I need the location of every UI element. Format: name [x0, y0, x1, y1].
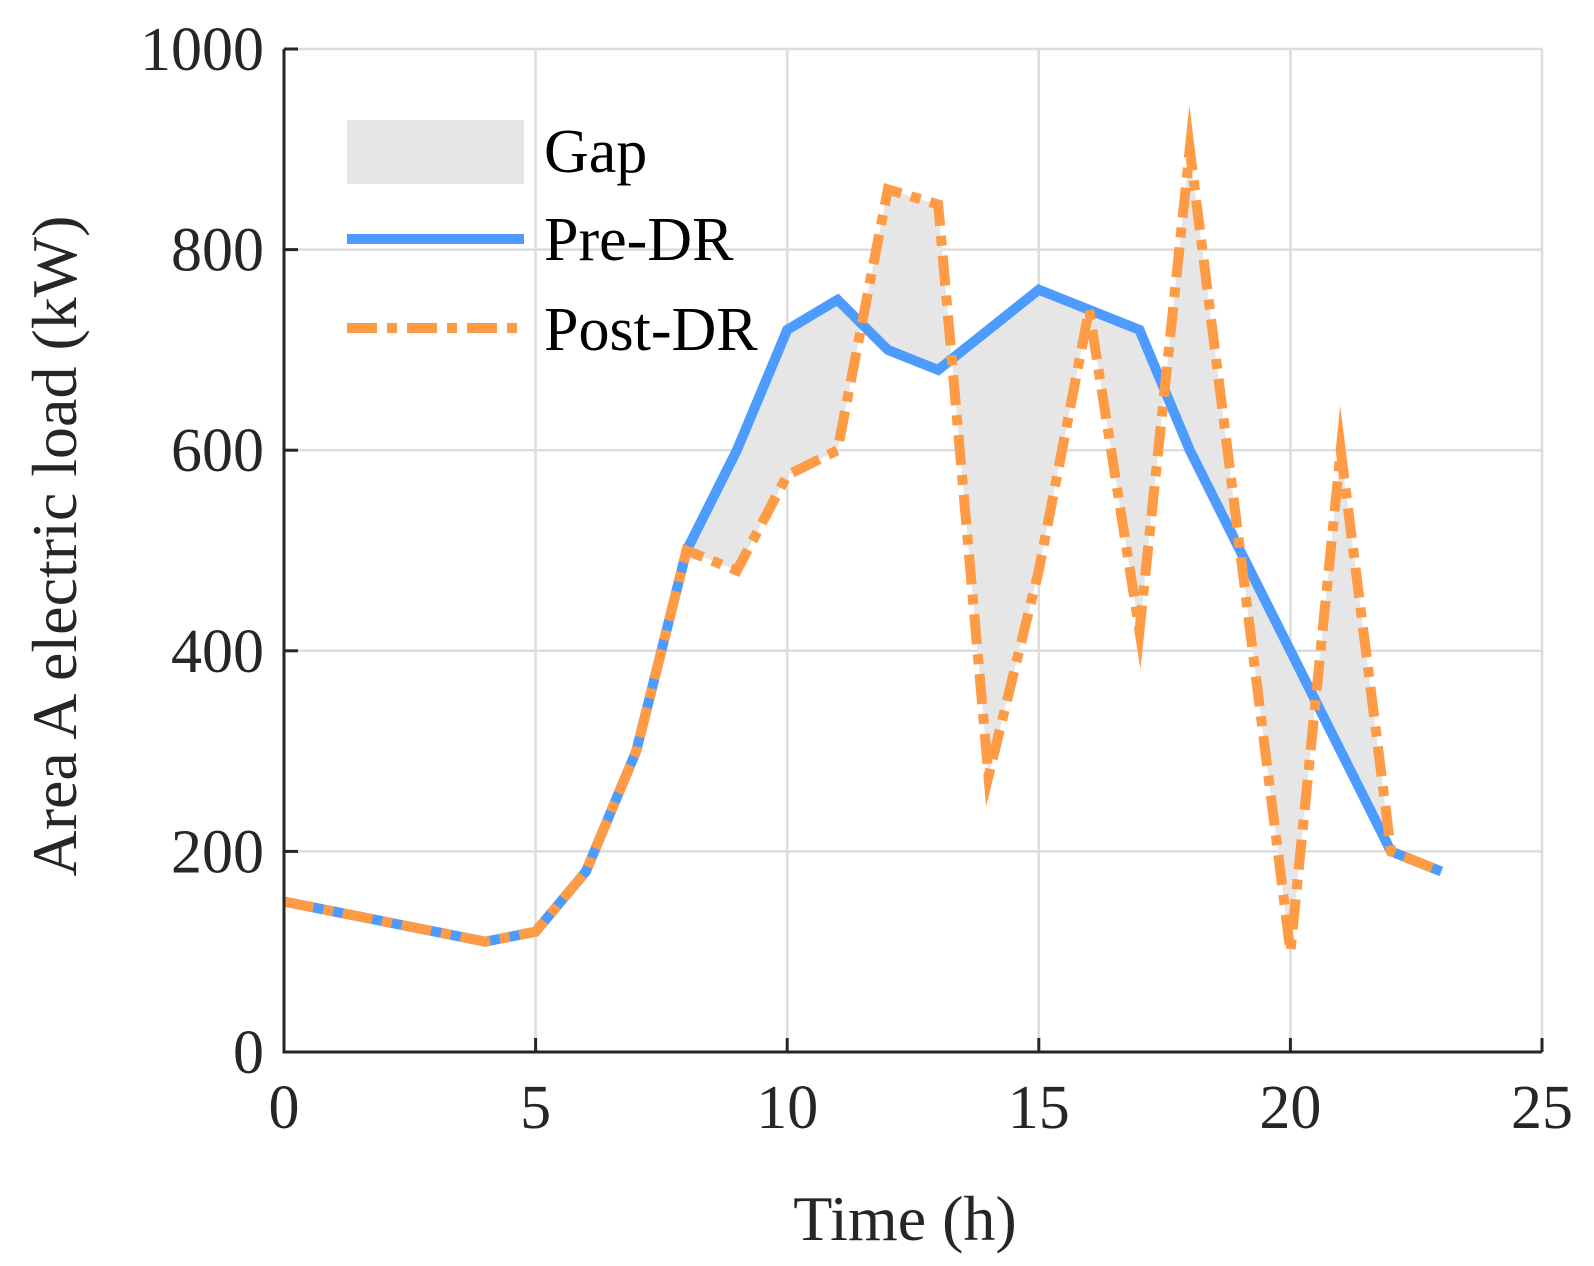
- axes: [282, 47, 1544, 1054]
- y-tick-label: 400: [171, 618, 264, 686]
- x-tick-label: 0: [269, 1074, 300, 1142]
- x-tick-label: 10: [756, 1074, 818, 1142]
- series-layer: [283, 105, 1444, 997]
- x-tick-label: 5: [520, 1074, 551, 1142]
- legend-pre-dr-label: Pre-DR: [544, 206, 734, 274]
- pre-dr-series-line: [283, 283, 1444, 947]
- y-tick-label: 200: [171, 818, 264, 886]
- y-axis-title: Area A electric load (kW): [19, 216, 90, 877]
- legend-post-dr-label: Post-DR: [544, 296, 758, 364]
- legend-gap-swatch: [347, 120, 524, 184]
- legend-gap-label: Gap: [544, 118, 647, 186]
- y-tick-label: 1000: [140, 16, 264, 84]
- gap-area-layer: [284, 149, 1442, 952]
- y-tick-label: 600: [171, 417, 264, 485]
- y-tick-label: 0: [233, 1019, 264, 1087]
- x-axis-title: Time (h): [793, 1183, 1016, 1254]
- legend: Gap Pre-DR Post-DR: [347, 118, 758, 364]
- post-dr-series-line: [283, 105, 1444, 997]
- y-tick-label: 800: [171, 217, 264, 285]
- tick-labels: 0 5 10 15 20 25 0 200 400 600 800 1000: [140, 16, 1573, 1142]
- gap-area: [284, 149, 1442, 952]
- x-tick-label: 20: [1259, 1074, 1321, 1142]
- x-tick-label: 25: [1511, 1074, 1573, 1142]
- x-tick-label: 15: [1008, 1074, 1070, 1142]
